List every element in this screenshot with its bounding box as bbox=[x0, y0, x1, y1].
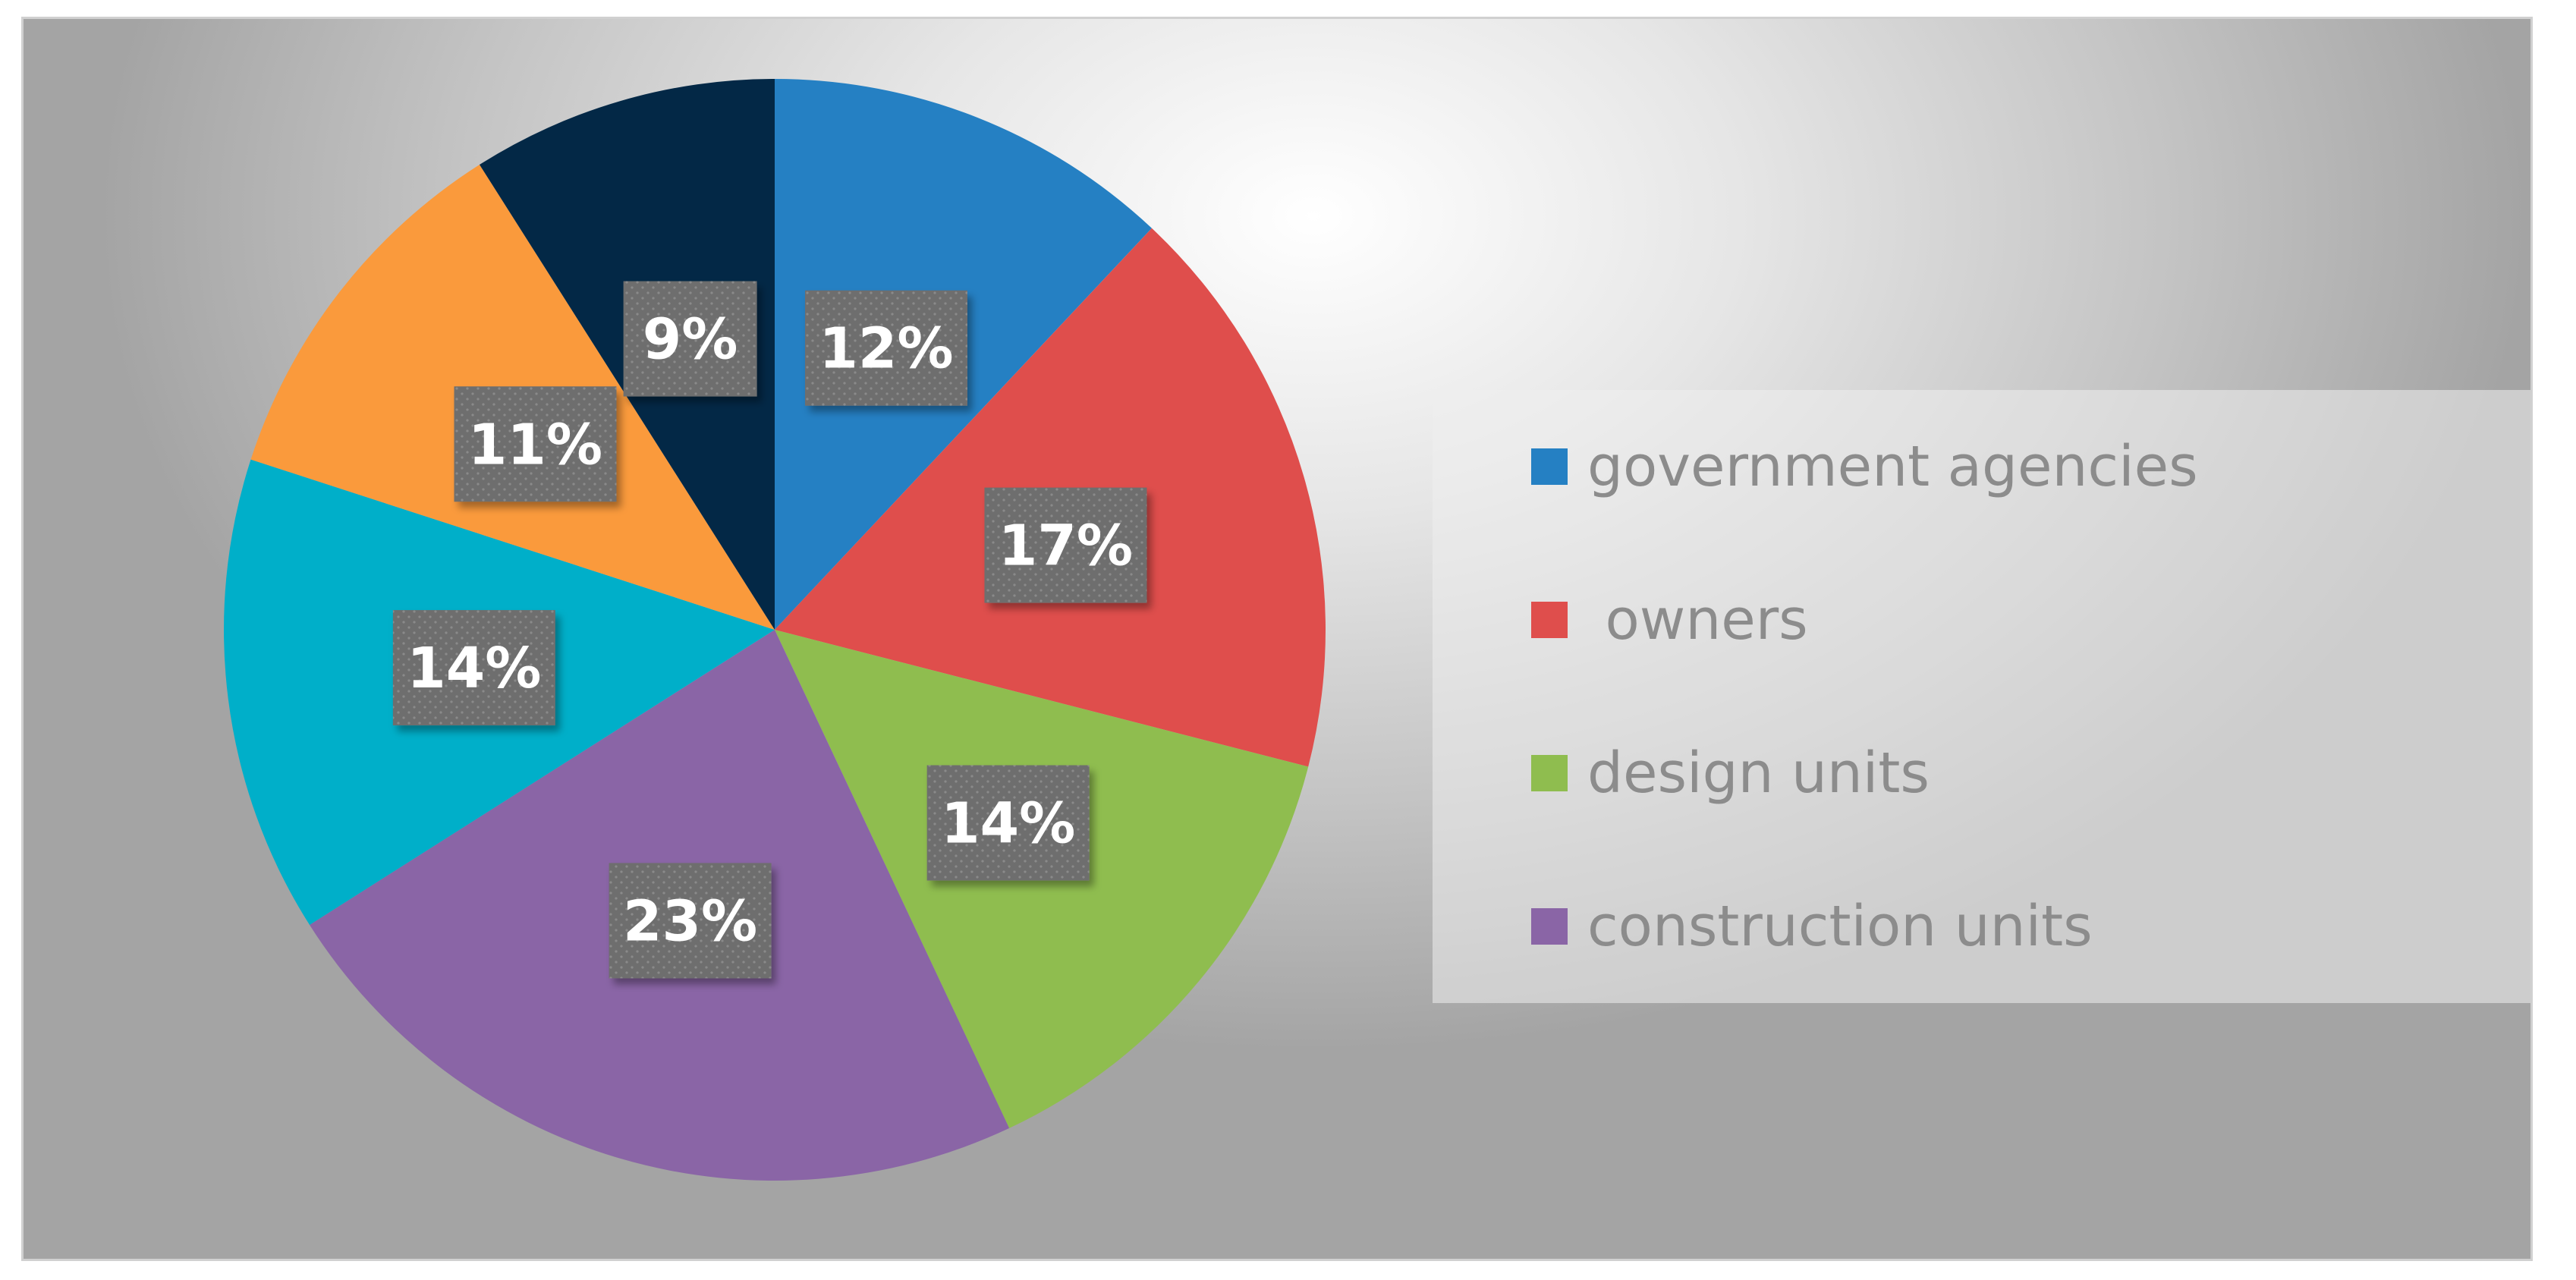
data-label-slice-5: 14% bbox=[392, 610, 555, 726]
data-label-government-agencies: 12% bbox=[804, 290, 967, 406]
data-label-box bbox=[454, 386, 617, 502]
legend-swatch bbox=[1531, 908, 1568, 945]
legend-swatch bbox=[1531, 755, 1568, 791]
pie-chart: 12% 17% 14% 23% 14% 11% 9% bbox=[224, 79, 1326, 1181]
data-label-text: 9% bbox=[643, 307, 738, 373]
legend-label: design units bbox=[1587, 741, 1930, 806]
data-label-text: 17% bbox=[999, 514, 1133, 579]
data-label-text: 12% bbox=[819, 316, 953, 382]
legend-item-government-agencies: government agencies bbox=[1531, 390, 2530, 543]
data-label-slice-6: 11% bbox=[454, 386, 617, 502]
legend-label: owners bbox=[1587, 587, 1808, 653]
data-label-text: 11% bbox=[468, 412, 602, 477]
legend-label: construction units bbox=[1587, 894, 2093, 959]
data-label-box bbox=[926, 765, 1090, 881]
data-label-box bbox=[609, 863, 772, 979]
data-label-box bbox=[623, 281, 757, 397]
chart-area: 12% 17% 14% 23% 14% 11% 9% government agencies… bbox=[21, 17, 2533, 1261]
data-label-slice-7: 9% bbox=[623, 281, 757, 397]
data-label-design-units: 14% bbox=[926, 765, 1090, 881]
data-label-box bbox=[392, 610, 555, 726]
legend-swatch bbox=[1531, 602, 1568, 638]
data-label-box bbox=[804, 290, 967, 406]
data-label-text: 23% bbox=[623, 888, 757, 954]
legend-item-design-units: design units bbox=[1531, 697, 2530, 850]
legend: government agencies owners design units … bbox=[1433, 390, 2530, 1003]
data-label-construction-units: 23% bbox=[609, 863, 772, 979]
data-labels: 12% 17% 14% 23% 14% 11% 9% bbox=[392, 281, 1147, 979]
legend-label: government agencies bbox=[1587, 434, 2198, 499]
legend-item-construction-units: construction units bbox=[1531, 850, 2530, 1003]
pie-slices bbox=[224, 79, 1326, 1181]
data-label-box bbox=[984, 487, 1147, 603]
legend-item-owners: owners bbox=[1531, 543, 2530, 697]
data-label-owners: 17% bbox=[984, 487, 1147, 603]
data-label-text: 14% bbox=[407, 636, 541, 701]
data-label-text: 14% bbox=[941, 791, 1075, 857]
legend-swatch bbox=[1531, 448, 1568, 485]
